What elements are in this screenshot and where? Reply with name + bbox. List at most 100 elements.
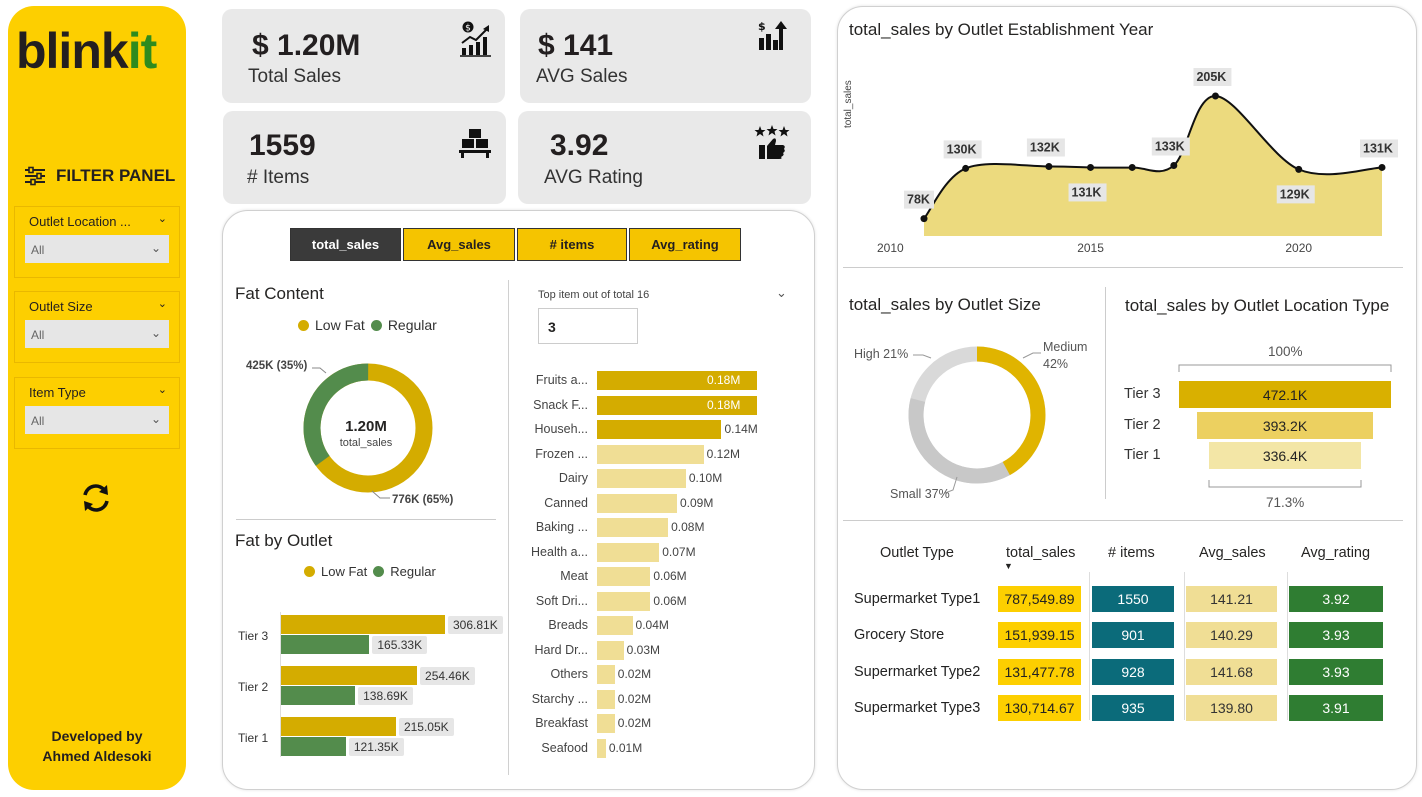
lowfat-bar[interactable] (281, 666, 418, 685)
avg-sales-cell: 141.68 (1186, 659, 1277, 685)
fat-by-outlet-title: Fat by Outlet (235, 531, 333, 550)
regular-slice[interactable] (296, 356, 440, 500)
year-point[interactable] (920, 215, 928, 223)
kpi-total-sales: $ 1.20M Total Sales $ (222, 9, 505, 103)
items-cell: 935 (1092, 695, 1174, 721)
donut-center-label: total_sales (339, 437, 393, 449)
donut-leader-lines (312, 367, 390, 499)
item-sales-bar[interactable] (597, 640, 624, 660)
year-point[interactable] (1128, 163, 1136, 171)
item-sales-bar[interactable] (597, 567, 651, 586)
funnel-bar[interactable] (1196, 412, 1374, 439)
tab-items[interactable]: # items (517, 228, 627, 261)
col-header-outlet-type[interactable]: Outlet Type (880, 545, 954, 561)
lowfat-slice-label: 776K (65%) (392, 494, 454, 506)
funnel-bar[interactable] (1209, 442, 1361, 469)
year-data-label: 130K (947, 142, 977, 156)
item-value-label: 0.04M (635, 618, 669, 632)
chevron-down-icon[interactable]: ⌄ (776, 285, 787, 300)
divider (843, 520, 1403, 521)
item-category-label: Canned (544, 495, 588, 510)
item-sales-bar[interactable] (597, 591, 651, 611)
funnel-value-label: 336.4K (1262, 448, 1308, 464)
chevron-down-icon[interactable]: ⌄ (157, 213, 167, 225)
item-sales-bar[interactable] (597, 542, 660, 562)
item-sales-bar[interactable] (597, 395, 757, 415)
year-point[interactable] (1211, 92, 1219, 100)
lowfat-bar[interactable] (281, 615, 445, 634)
item-sales-bar[interactable] (597, 714, 615, 733)
funnel-top-bracket (1178, 364, 1392, 372)
filter-outlet-size[interactable]: Outlet Size ⌄ All ⌄ (14, 291, 180, 363)
kpi-items: 1559 # Items (223, 111, 506, 204)
regular-value-label: 165.33K (372, 636, 428, 654)
item-sales-bar[interactable] (597, 738, 606, 758)
medium-slice[interactable] (908, 346, 1046, 484)
item-category-label: Others (550, 667, 588, 681)
item-value-label: 0.07M (662, 544, 696, 559)
sort-desc-icon[interactable]: ▼ (1004, 561, 1013, 571)
item-value-label: 0.02M (617, 667, 652, 681)
regular-bar[interactable] (281, 686, 356, 705)
item-sales-bar[interactable] (597, 469, 686, 488)
year-label-bg (1068, 183, 1107, 202)
filter-outlet-location[interactable]: Outlet Location ... ⌄ All ⌄ (14, 206, 180, 278)
refresh-icon[interactable] (78, 480, 114, 516)
avg-sales-cell: 141.21 (1186, 586, 1277, 612)
top-n-input[interactable]: 3 (538, 308, 638, 344)
year-point[interactable] (1170, 162, 1178, 170)
item-sales-bar[interactable] (597, 371, 757, 390)
chevron-down-icon[interactable]: ⌄ (157, 298, 167, 310)
item-sales-bar[interactable] (597, 518, 669, 537)
year-data-label: 205K (1196, 70, 1226, 84)
item-sales-bar[interactable] (597, 444, 704, 464)
item-sales-bar[interactable] (597, 689, 615, 709)
lowfat-bar[interactable] (281, 717, 396, 736)
chevron-down-icon: ⌄ (150, 241, 161, 255)
col-header-total-sales[interactable]: total_sales (1006, 545, 1076, 561)
items-cell: 901 (1092, 622, 1174, 648)
x-tick-label: 2020 (1285, 241, 1312, 255)
item-value-label: 0.09M (680, 495, 714, 510)
year-label-bg (1026, 138, 1065, 157)
year-point[interactable] (962, 164, 970, 172)
outlet-type-cell: Supermarket Type3 (854, 700, 981, 716)
col-header-items[interactable]: # items (1108, 545, 1155, 561)
col-header-avg-rating[interactable]: Avg_rating (1301, 545, 1371, 561)
item-type-select[interactable]: All ⌄ (25, 406, 169, 434)
item-sales-bar[interactable] (597, 616, 633, 635)
lowfat-value-label: 254.46K (420, 667, 475, 685)
avg-rating-cell: 3.93 (1289, 622, 1383, 648)
items-cell: 928 (1092, 659, 1174, 685)
year-point[interactable] (1087, 163, 1095, 171)
regular-legend-dot (373, 566, 385, 577)
chevron-down-icon: ⌄ (150, 412, 161, 426)
outlet-size-select[interactable]: All ⌄ (25, 320, 169, 348)
col-header-avg-sales[interactable]: Avg_sales (1199, 545, 1266, 561)
tier-label: Tier 1 (238, 731, 269, 745)
outlet-location-select[interactable]: All ⌄ (25, 235, 169, 263)
year-point[interactable] (1295, 165, 1303, 173)
year-chart-ylabel: total_sales (843, 80, 854, 128)
filter-item-type[interactable]: Item Type ⌄ All ⌄ (14, 377, 180, 449)
avg-sales-cell: 139.80 (1186, 695, 1277, 721)
item-sales-bar[interactable] (597, 420, 722, 439)
lowfat-value-label: 215.05K (398, 718, 454, 736)
item-sales-bar[interactable] (597, 665, 615, 684)
divider (843, 267, 1403, 268)
year-line (923, 94, 1383, 220)
regular-bar[interactable] (281, 737, 346, 756)
funnel-value-label: 472.1K (1262, 387, 1308, 403)
col-divider (1089, 572, 1090, 720)
item-sales-bar[interactable] (597, 493, 677, 513)
funnel-bar[interactable] (1179, 381, 1391, 408)
year-point[interactable] (1378, 163, 1386, 171)
avg-sales-cell: 140.29 (1186, 622, 1277, 648)
regular-bar[interactable] (281, 635, 370, 654)
tab-avg-rating[interactable]: Avg_rating (629, 228, 741, 261)
year-point[interactable] (1045, 162, 1053, 170)
tab-total-sales[interactable]: total_sales (290, 228, 401, 261)
item-value-label: 0.14M (724, 422, 758, 436)
tab-avg-sales[interactable]: Avg_sales (403, 228, 515, 261)
chevron-down-icon[interactable]: ⌄ (157, 384, 167, 396)
